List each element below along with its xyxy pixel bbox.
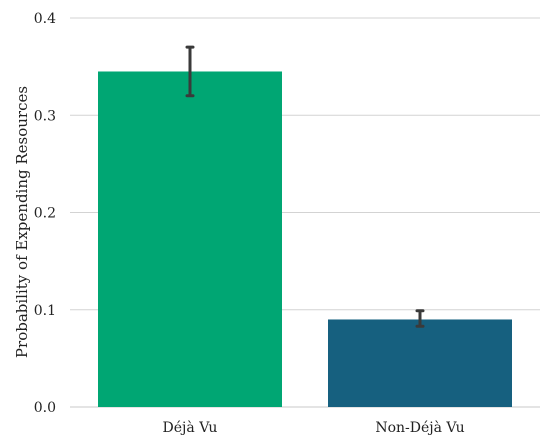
x-tick-label-0: Déjà Vu — [163, 419, 218, 436]
y-tick-label-2: 0.2 — [34, 206, 56, 222]
x-axis-ticks: Déjà Vu Non-Déjà Vu — [163, 419, 465, 436]
y-axis-ticks: 0.0 0.1 0.2 0.3 0.4 — [34, 11, 56, 416]
x-tick-label-1: Non-Déjà Vu — [375, 419, 464, 436]
y-tick-label-1: 0.1 — [34, 303, 56, 319]
bar-1 — [328, 319, 512, 407]
y-tick-label-3: 0.3 — [34, 108, 56, 124]
y-tick-label-4: 0.4 — [34, 11, 56, 27]
y-tick-label-0: 0.0 — [34, 400, 56, 416]
bar-0 — [98, 71, 282, 408]
bars — [98, 71, 512, 408]
error-bars — [185, 45, 425, 328]
y-axis-title: Probability of Expending Resources — [13, 86, 31, 358]
